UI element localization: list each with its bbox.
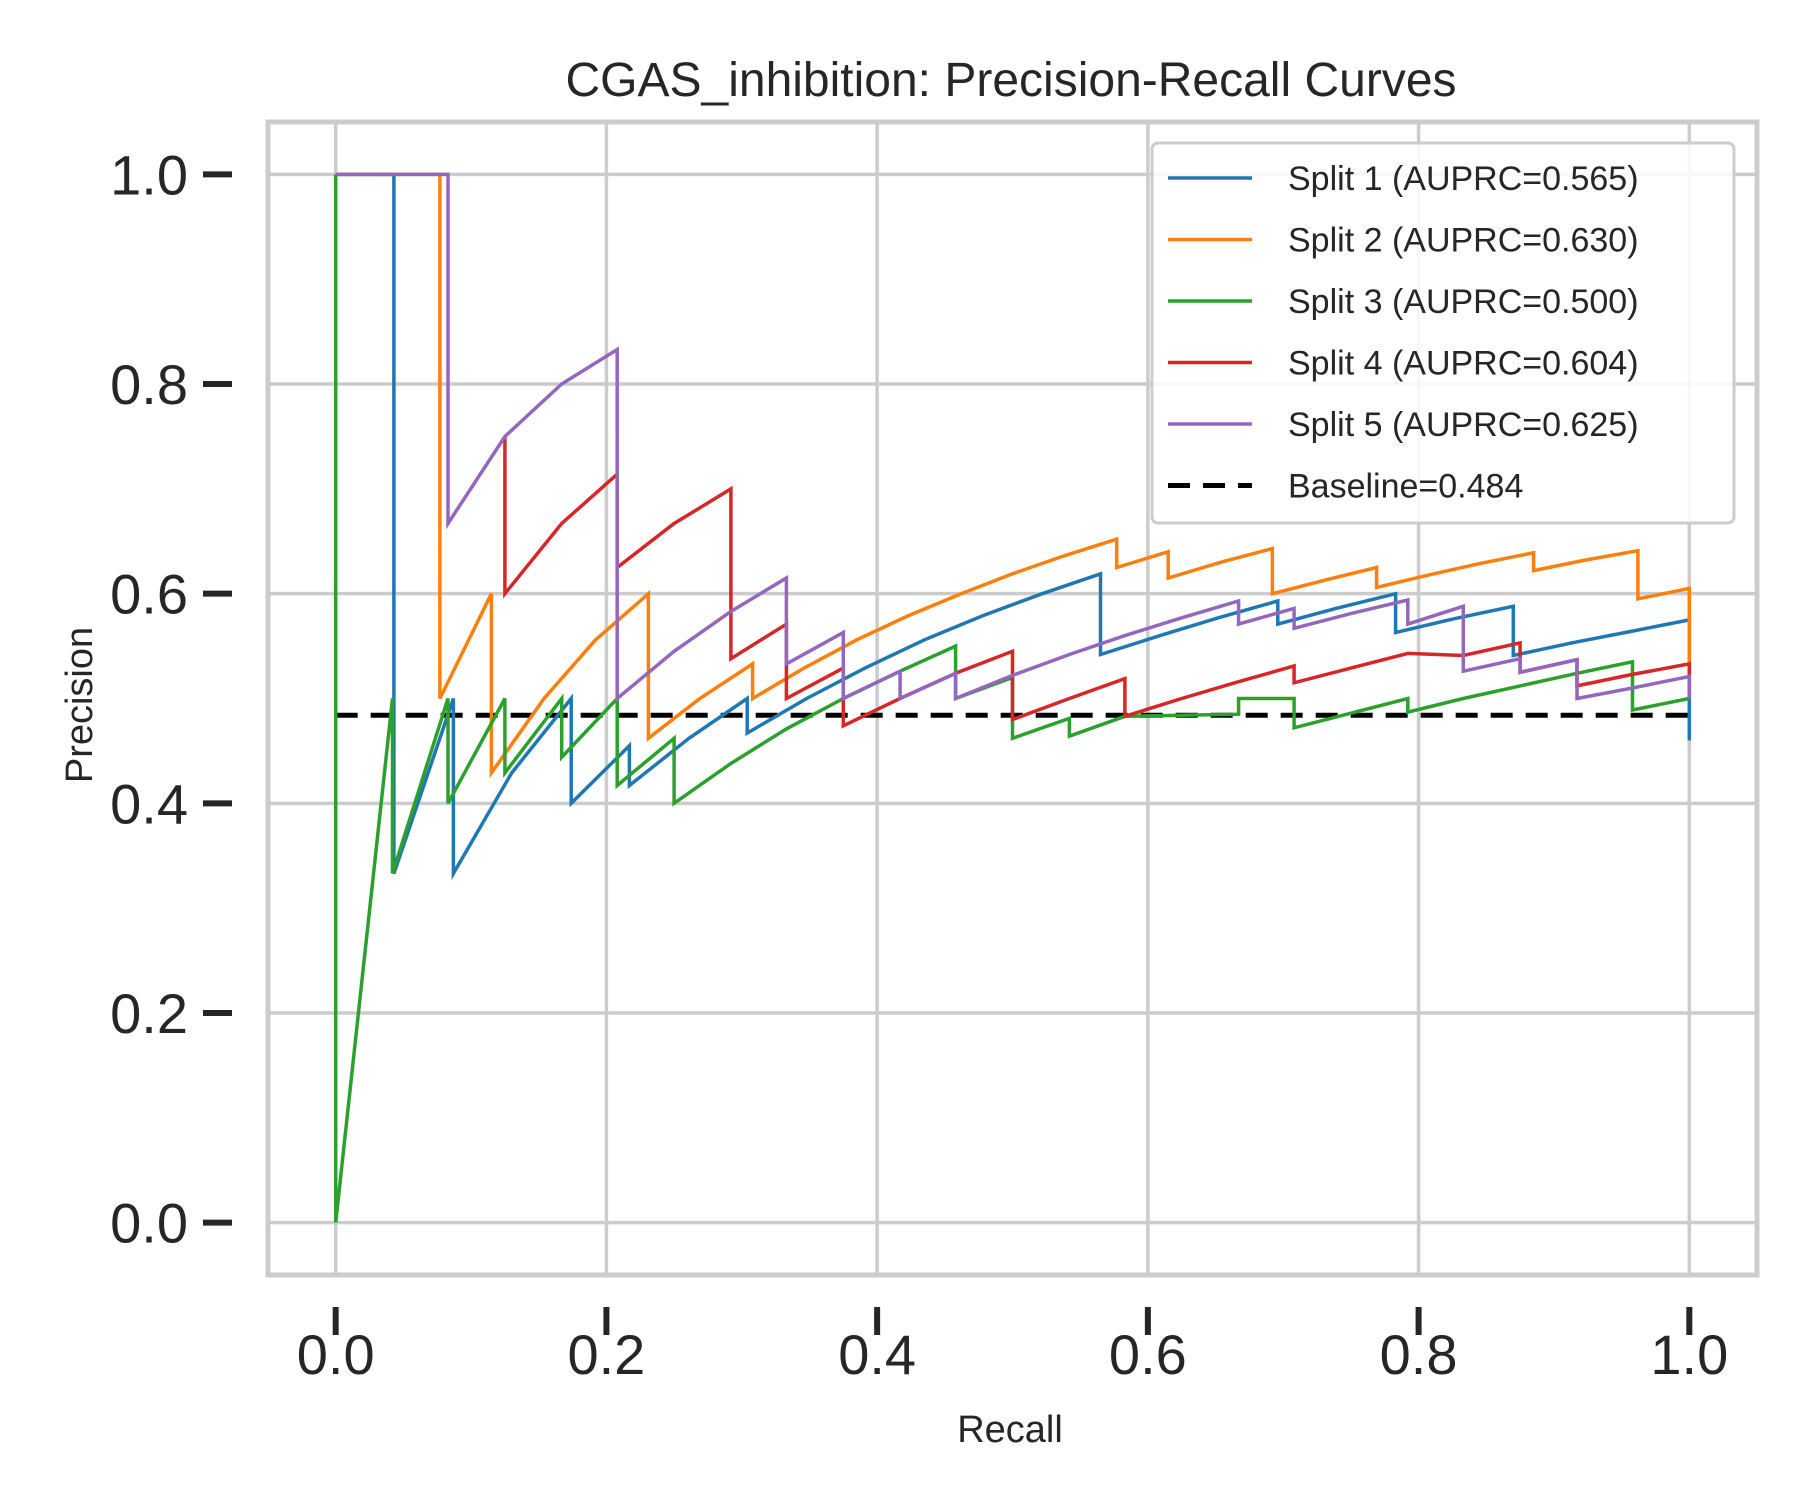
series-line-split-5 [335, 172, 1692, 703]
chart-title: CGAS_inhibition: Precision-Recall Curves [565, 54, 1456, 107]
y-axis-label: Precision [59, 627, 101, 783]
x-tick-label: 1.0 [1650, 1323, 1728, 1386]
y-tick-label: 1.0 [110, 143, 188, 206]
y-tick-label: 0.8 [110, 353, 188, 416]
x-axis-label: Recall [957, 1409, 1063, 1451]
legend-label: Split 3 (AUPRC=0.500) [1288, 283, 1639, 321]
y-tick-label: 0.2 [110, 982, 188, 1045]
legend-label: Split 5 (AUPRC=0.625) [1288, 406, 1639, 444]
legend: Split 1 (AUPRC=0.565) Split 2 (AUPRC=0.63… [1150, 141, 1736, 525]
y-tick-label: 0.4 [110, 772, 188, 835]
legend-label: Baseline=0.484 [1288, 468, 1523, 506]
x-tick-label: 0.0 [297, 1323, 375, 1386]
x-tick-label: 0.6 [1109, 1323, 1187, 1386]
x-tick-label: 0.8 [1380, 1323, 1458, 1386]
legend-label: Split 4 (AUPRC=0.604) [1288, 345, 1639, 383]
legend-box [1150, 141, 1736, 525]
y-tick-label: 0.0 [110, 1192, 188, 1255]
legend-label: Split 2 (AUPRC=0.630) [1288, 222, 1639, 260]
series-layer [333, 172, 1692, 1223]
x-tick-label: 0.2 [567, 1323, 645, 1386]
y-tick-label: 0.6 [110, 563, 188, 626]
series-line-split-2 [335, 172, 1692, 779]
legend-label: Split 1 (AUPRC=0.565) [1288, 160, 1639, 198]
plot-frame [265, 119, 1760, 1278]
series-line-split-1 [335, 172, 1692, 881]
x-tick-label: 0.4 [838, 1323, 916, 1386]
axis-ticks: 0.0 0.2 0.4 0.6 0.8 1.0 0.0 0.2 0.4 0.6 0.8 1.0 [110, 143, 1728, 1386]
